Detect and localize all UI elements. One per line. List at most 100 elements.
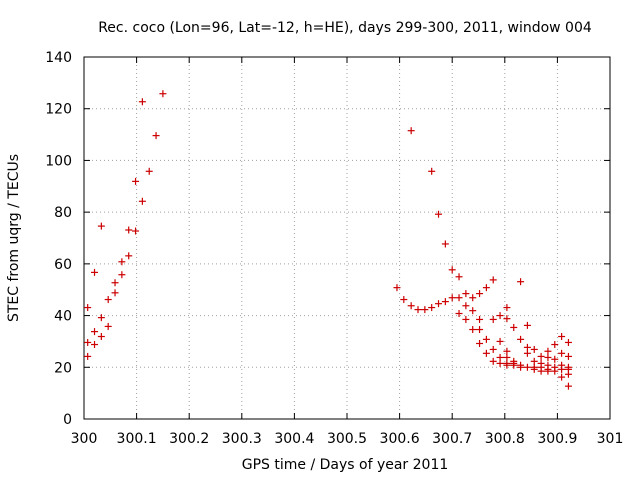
data-point: [489, 357, 497, 365]
data-point: [551, 355, 559, 363]
data-point: [84, 338, 92, 346]
x-tick-label: 300.2: [169, 431, 209, 447]
data-point: [482, 284, 490, 292]
data-point: [448, 294, 456, 302]
data-point: [469, 307, 477, 315]
data-point: [400, 296, 408, 304]
data-point: [523, 321, 531, 329]
data-point: [496, 312, 504, 320]
data-point: [125, 226, 133, 234]
y-tick-label: 20: [54, 360, 72, 376]
data-point: [510, 323, 518, 331]
data-point: [414, 306, 422, 314]
data-point: [482, 349, 490, 357]
y-tick-label: 120: [45, 102, 72, 118]
data-point: [558, 333, 566, 341]
x-tick-label: 300.6: [380, 431, 420, 447]
x-axis-label: GPS time / Days of year 2011: [242, 457, 449, 473]
data-point: [441, 298, 449, 306]
axis-ticks: 300 300.1 300.2 300.3 300.4 300.5 300.6 300.7 30…: [45, 50, 623, 447]
data-point: [428, 167, 436, 175]
data-point: [104, 296, 112, 304]
data-point: [111, 279, 119, 287]
data-point: [84, 352, 92, 360]
data-points: [84, 90, 572, 390]
data-point: [421, 306, 429, 314]
data-point: [530, 345, 538, 353]
x-tick-label: 300.8: [485, 431, 525, 447]
data-point: [496, 359, 504, 367]
data-point: [118, 271, 126, 279]
data-point: [145, 167, 153, 175]
data-point: [517, 278, 525, 286]
data-point: [97, 333, 105, 341]
data-point: [510, 357, 518, 365]
data-point: [564, 338, 572, 346]
data-point: [91, 341, 99, 349]
data-point: [523, 349, 531, 357]
data-point: [489, 345, 497, 353]
data-point: [489, 315, 497, 323]
x-tick-label: 300.5: [327, 431, 367, 447]
data-point: [455, 310, 463, 318]
data-point: [503, 347, 511, 355]
data-point: [455, 294, 463, 302]
data-point: [551, 341, 559, 349]
data-point: [138, 98, 146, 106]
x-tick-label: 300: [71, 431, 98, 447]
data-point: [462, 315, 470, 323]
data-point: [455, 273, 463, 281]
y-axis-label: STEC from uqrg / TECUs: [6, 154, 22, 322]
data-point: [558, 361, 566, 369]
data-point: [517, 335, 525, 343]
data-point: [407, 302, 415, 310]
data-point: [132, 227, 140, 235]
data-point: [530, 363, 538, 371]
data-point: [118, 258, 126, 266]
data-point: [152, 132, 160, 140]
data-point: [448, 266, 456, 274]
data-point: [489, 276, 497, 284]
data-point: [564, 363, 572, 371]
y-tick-label: 80: [54, 205, 72, 221]
data-point: [544, 347, 552, 355]
grid-lines: [84, 57, 610, 419]
data-point: [503, 359, 511, 367]
data-point: [544, 353, 552, 361]
data-point: [503, 315, 511, 323]
data-point: [125, 252, 133, 260]
data-point: [476, 339, 484, 347]
data-point: [111, 289, 119, 297]
data-point: [503, 304, 511, 312]
data-point: [482, 335, 490, 343]
data-point: [407, 127, 415, 135]
data-point: [523, 363, 531, 371]
x-tick-label: 300.9: [537, 431, 577, 447]
data-point: [462, 290, 470, 298]
data-point: [138, 197, 146, 205]
data-point: [537, 352, 545, 360]
y-tick-label: 100: [45, 153, 72, 169]
data-point: [104, 322, 112, 330]
data-point: [564, 352, 572, 360]
data-point: [517, 361, 525, 369]
data-point: [564, 382, 572, 390]
data-point: [496, 353, 504, 361]
data-point: [476, 290, 484, 298]
y-tick-label: 140: [45, 50, 72, 66]
data-point: [428, 304, 436, 312]
x-tick-label: 300.1: [117, 431, 157, 447]
data-point: [435, 300, 443, 308]
data-point: [530, 357, 538, 365]
data-point: [523, 343, 531, 351]
data-point: [462, 302, 470, 310]
data-point: [84, 304, 92, 312]
data-point: [441, 240, 449, 248]
data-point: [476, 315, 484, 323]
x-tick-label: 300.4: [274, 431, 314, 447]
data-point: [97, 222, 105, 230]
data-point: [469, 326, 477, 334]
data-point: [91, 328, 99, 336]
y-tick-label: 60: [54, 257, 72, 273]
